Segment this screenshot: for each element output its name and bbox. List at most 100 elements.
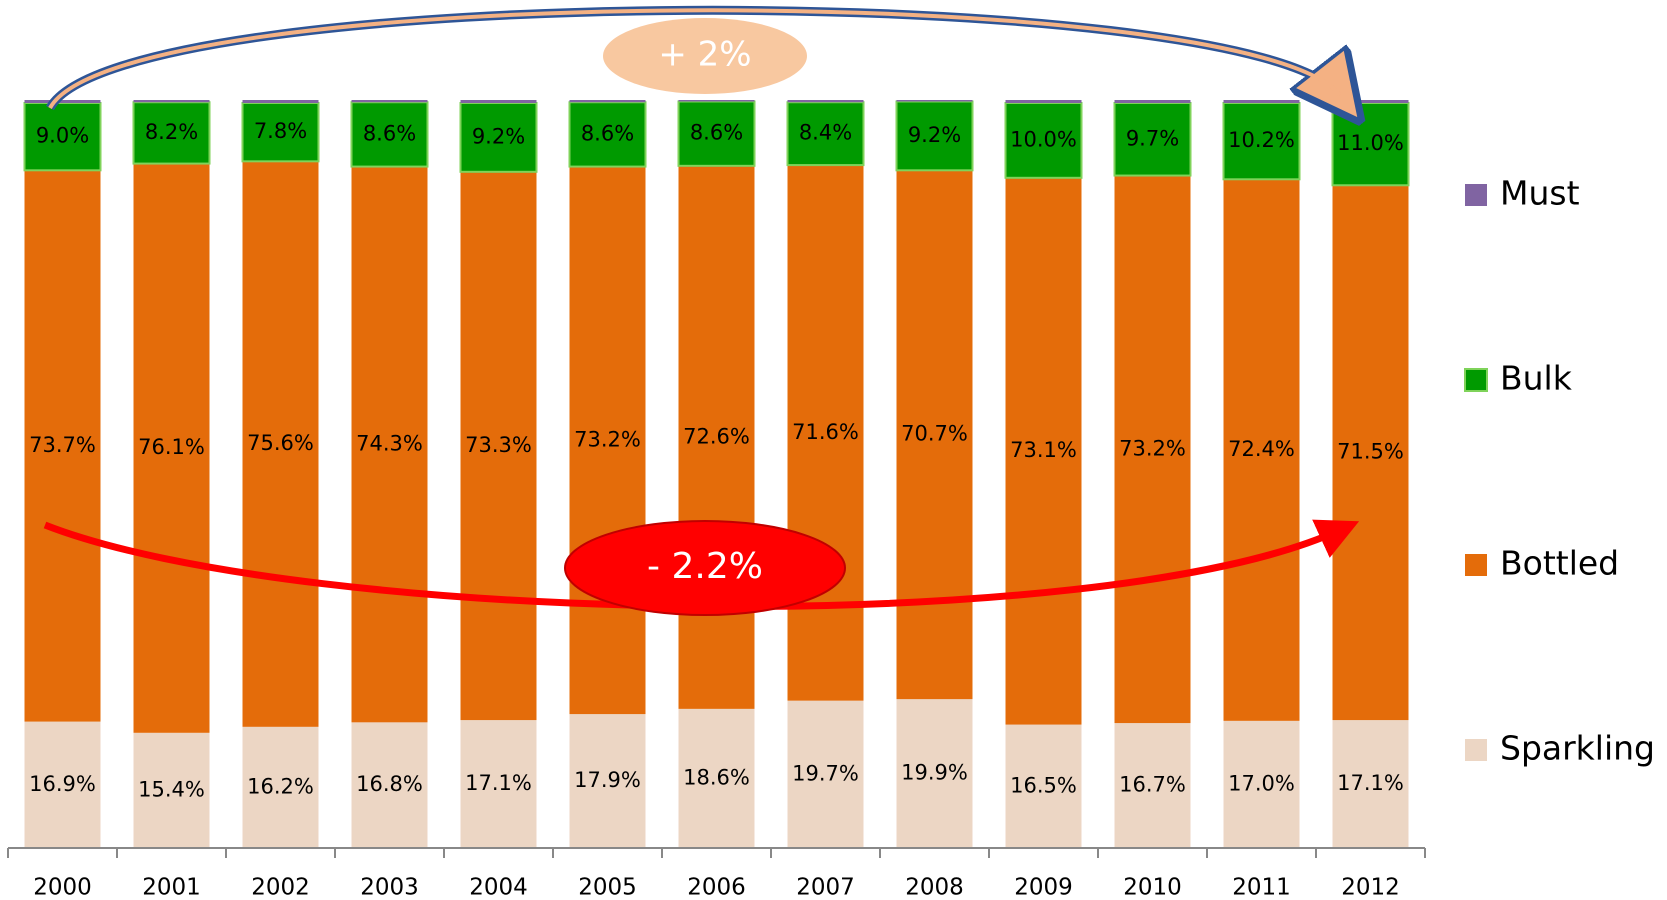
bar-segment xyxy=(460,171,537,721)
value-label: 15.4% xyxy=(138,777,205,801)
value-label: 72.6% xyxy=(683,424,750,448)
bar-segment xyxy=(787,165,864,701)
x-tick-label: 2009 xyxy=(1014,875,1073,900)
bar-segment xyxy=(459,101,538,173)
value-label: 16.7% xyxy=(1119,773,1186,797)
bar-segment xyxy=(351,166,428,723)
bar-segment xyxy=(1223,100,1300,103)
x-tick-label: 2001 xyxy=(142,875,201,900)
value-label: 16.8% xyxy=(356,772,423,796)
x-tick-label: 2011 xyxy=(1232,875,1291,900)
value-label: 17.1% xyxy=(1337,771,1404,795)
bar-segment xyxy=(460,720,537,848)
bar-segment xyxy=(568,101,647,168)
x-tick-label: 2004 xyxy=(469,875,528,900)
value-label: 70.7% xyxy=(901,422,968,446)
value-label: 16.5% xyxy=(1010,773,1077,797)
bar-segment xyxy=(133,100,210,103)
value-label: 73.2% xyxy=(1119,436,1186,460)
bar-segment xyxy=(569,166,646,715)
bar-segment xyxy=(242,726,319,848)
bar-segment xyxy=(678,100,755,102)
bar-segment xyxy=(242,100,319,103)
bar-segment xyxy=(896,170,973,700)
bar-segment xyxy=(569,100,646,103)
legend-swatch xyxy=(1465,554,1487,576)
bar-segment xyxy=(133,732,210,848)
value-label: 72.4% xyxy=(1228,437,1295,461)
x-tick-label: 2000 xyxy=(33,875,92,900)
value-label: 9.2% xyxy=(908,123,961,147)
value-label: 8.4% xyxy=(799,121,852,145)
value-label: 17.0% xyxy=(1228,771,1295,795)
plot-area: 16.9% 73.7% 9.0% 2000 15.4% 76.1% 8.2% 2001 16.2… xyxy=(7,100,1655,900)
value-label: 18.6% xyxy=(683,765,750,789)
legend-label: Must xyxy=(1500,174,1580,213)
legend-swatch xyxy=(1464,368,1488,392)
bar-segment xyxy=(1005,100,1082,103)
value-label: 71.6% xyxy=(792,420,859,444)
bar-segment xyxy=(677,100,756,167)
value-label: 11.0% xyxy=(1337,131,1404,155)
value-label: 9.0% xyxy=(36,124,89,148)
value-label: 19.7% xyxy=(792,761,859,785)
legend-label: Sparkling xyxy=(1500,729,1655,768)
x-tick-label: 2008 xyxy=(905,875,964,900)
bar-segment xyxy=(24,170,101,722)
bar-segment xyxy=(24,100,101,103)
bar-segment xyxy=(1114,175,1191,724)
value-label: 10.0% xyxy=(1010,127,1077,151)
value-label: 76.1% xyxy=(138,435,205,459)
x-tick-label: 2007 xyxy=(796,875,855,900)
bar-segment xyxy=(1332,720,1409,848)
x-tick-label: 2006 xyxy=(687,875,746,900)
bar-segment xyxy=(1114,723,1191,848)
decrease-badge xyxy=(564,520,846,616)
bar-segment xyxy=(569,714,646,848)
value-label: 71.5% xyxy=(1337,440,1404,464)
value-label: 8.2% xyxy=(145,120,198,144)
legend-label: Bottled xyxy=(1500,544,1619,583)
x-tick-label: 2010 xyxy=(1123,875,1182,900)
value-label: 7.8% xyxy=(254,119,307,143)
x-tick-label: 2012 xyxy=(1341,875,1400,900)
value-label: 8.6% xyxy=(581,121,634,145)
bar-segment xyxy=(242,161,319,727)
bar-segment xyxy=(678,708,755,848)
bar-segment xyxy=(133,163,210,733)
bar-segment xyxy=(895,100,974,172)
value-label: 9.7% xyxy=(1126,126,1179,150)
x-tick-label: 2003 xyxy=(360,875,419,900)
bar-segment xyxy=(787,100,864,103)
value-label: 17.9% xyxy=(574,768,641,792)
legend-label: Bulk xyxy=(1500,359,1573,398)
value-label: 9.2% xyxy=(472,124,525,148)
decrease-text: - 2.2% xyxy=(647,546,763,587)
value-label: 17.1% xyxy=(465,771,532,795)
x-tick-label: 2002 xyxy=(251,875,310,900)
legend-swatch xyxy=(1465,184,1487,206)
value-label: 73.2% xyxy=(574,427,641,451)
bar-segment xyxy=(1332,185,1409,721)
value-label: 19.9% xyxy=(901,761,968,785)
bar-segment xyxy=(1332,100,1409,103)
increase-arrow-inner xyxy=(48,8,1342,109)
value-label: 73.7% xyxy=(29,433,96,457)
value-label: 75.6% xyxy=(247,431,314,455)
bar-segment xyxy=(787,700,864,848)
value-label: 73.3% xyxy=(465,433,532,457)
bar-segment xyxy=(1114,100,1191,103)
bar-segment xyxy=(678,165,755,709)
value-label: 16.9% xyxy=(29,772,96,796)
bar-segment xyxy=(1223,720,1300,848)
increase-badge xyxy=(603,18,807,94)
value-label: 8.6% xyxy=(690,121,743,145)
bar-segment xyxy=(1113,101,1192,177)
x-tick-label: 2005 xyxy=(578,875,637,900)
bar-segment xyxy=(1223,179,1300,721)
bar-segment xyxy=(896,100,973,102)
legend-swatch xyxy=(1465,739,1487,761)
bar-segment xyxy=(351,100,428,103)
bar-segment xyxy=(896,699,973,848)
